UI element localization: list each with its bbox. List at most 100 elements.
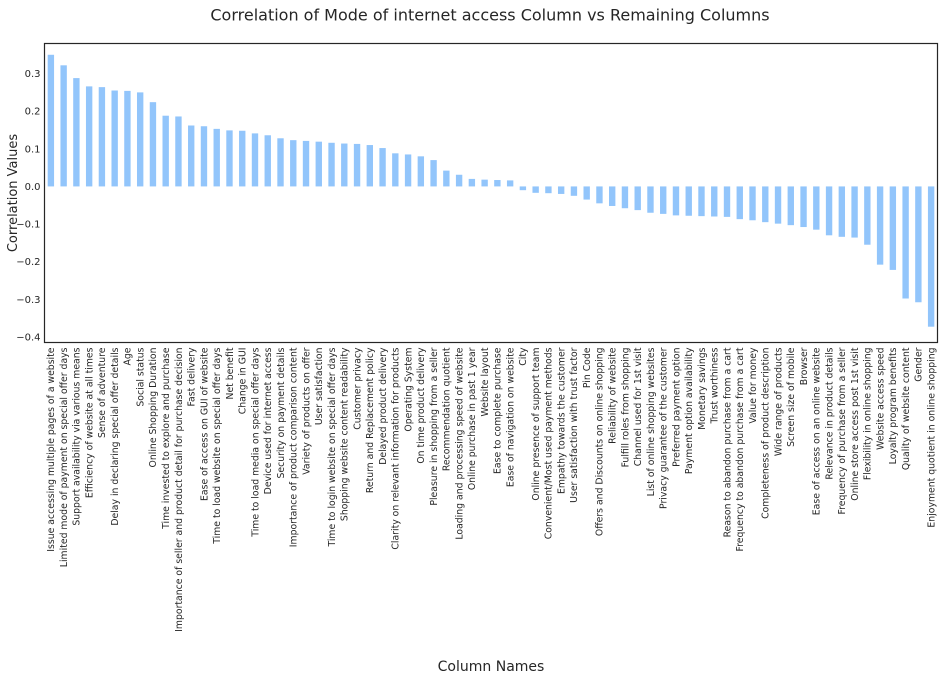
x-tick-label: Enjoyment quotient in online shopping bbox=[926, 347, 937, 527]
x-tick-label: Value for money bbox=[748, 347, 759, 424]
bar bbox=[570, 186, 578, 196]
bar bbox=[736, 186, 743, 220]
bar bbox=[800, 186, 807, 228]
x-tick-label: Pleasure in shopping from a seller bbox=[429, 347, 440, 505]
bar bbox=[876, 186, 884, 265]
bar bbox=[264, 135, 271, 187]
y-tick-label: −0.3 bbox=[16, 295, 40, 306]
bar bbox=[774, 186, 782, 224]
x-tick-label: Importance of product comparison content bbox=[289, 347, 300, 547]
x-tick-label: Reliability of website bbox=[607, 347, 618, 444]
x-tick-label: Change in GUI bbox=[238, 348, 249, 415]
y-tick-label: 0.0 bbox=[25, 182, 41, 193]
bar bbox=[609, 186, 616, 206]
x-tick-label: Time to login website on special offer d… bbox=[327, 347, 338, 547]
bar bbox=[111, 90, 118, 187]
y-axis: −0.4 −0.3 −0.2 −0.1 0.0 0.1 0.2 0.3 bbox=[16, 69, 40, 343]
bar bbox=[226, 130, 233, 187]
x-tick-label: User satisfaction with trust factor bbox=[569, 347, 580, 503]
x-tick-label: Return and Replacement policy bbox=[365, 347, 376, 493]
bar bbox=[73, 78, 80, 187]
x-tick-label: Wide range of products bbox=[773, 347, 784, 456]
x-tick-label: Time invested to explore and purchase bbox=[161, 347, 172, 530]
x-tick-label: Empathy towards the customer bbox=[556, 347, 567, 494]
x-tick-label: Sense of adventure bbox=[97, 347, 108, 438]
bar bbox=[660, 186, 667, 214]
x-tick-label: Social status bbox=[135, 347, 146, 406]
bar bbox=[927, 186, 935, 327]
bar bbox=[149, 102, 157, 187]
bar bbox=[315, 141, 322, 187]
bar bbox=[532, 186, 539, 193]
bar bbox=[392, 153, 399, 187]
x-tick-label: Completeness of product description bbox=[761, 347, 772, 518]
x-tick-label: Payment option availability bbox=[684, 347, 695, 474]
plot-area-frame bbox=[43, 42, 939, 344]
bar bbox=[596, 186, 603, 204]
bar bbox=[621, 186, 629, 209]
x-tick-label: Net benefit bbox=[225, 347, 236, 399]
x-tick-label: Channel used for 1st visit bbox=[633, 347, 644, 466]
x-tick-label: Loading and processing speed of website bbox=[454, 347, 465, 539]
x-tick-label: City bbox=[518, 347, 529, 366]
x-tick-label: Security on payment details bbox=[276, 347, 287, 478]
bar bbox=[430, 160, 437, 187]
x-tick-label: Fast delivery bbox=[187, 347, 198, 406]
bar bbox=[915, 186, 922, 303]
x-tick-label: Website layout bbox=[480, 347, 491, 416]
bar bbox=[583, 186, 590, 200]
bar bbox=[634, 186, 641, 211]
bar bbox=[481, 179, 488, 187]
bar bbox=[557, 186, 565, 194]
bar bbox=[341, 143, 348, 187]
x-tick-label: Online Shopping Duration bbox=[148, 347, 159, 467]
bar bbox=[698, 186, 705, 217]
bar bbox=[47, 54, 55, 187]
x-tick-label: Delayed product delivery bbox=[378, 347, 389, 465]
bar bbox=[889, 186, 897, 270]
x-tick-label: Operating System bbox=[403, 348, 414, 432]
x-tick-label: Flexibility in online shopping bbox=[863, 347, 874, 480]
bar bbox=[290, 140, 297, 187]
x-tick-label: Importance of seller and product detail … bbox=[174, 347, 185, 631]
x-tick-label: Ease of access on GUI of website bbox=[199, 347, 210, 501]
bar bbox=[328, 142, 335, 187]
bar bbox=[545, 186, 552, 194]
bar bbox=[60, 65, 67, 187]
bar bbox=[443, 170, 450, 187]
x-tick-label: Frequency of purchase from a seller bbox=[837, 347, 848, 514]
x-tick-label: Issue accessing multiple pages of a webs… bbox=[46, 347, 57, 551]
x-tick-label: Trust worthiness bbox=[710, 347, 721, 424]
x-tick-label: Support availability via various means bbox=[72, 347, 83, 525]
x-tick-label: Delay in declaring special offer details bbox=[110, 347, 121, 525]
y-tick-label: −0.1 bbox=[16, 220, 40, 231]
bars-layer bbox=[47, 54, 935, 327]
bar bbox=[162, 115, 169, 187]
bar bbox=[711, 186, 718, 217]
x-tick-label: On time product delivery bbox=[416, 347, 427, 464]
bar bbox=[136, 92, 144, 187]
y-axis-label: Correlation Values bbox=[6, 134, 21, 253]
y-tick-label: 0.1 bbox=[25, 144, 41, 155]
x-tick-label: List of online shopping websites bbox=[646, 347, 657, 496]
x-tick-label: Fulfill roles from shopping bbox=[620, 347, 631, 467]
x-tick-label: Device used for internet access bbox=[263, 347, 274, 494]
bar bbox=[647, 186, 654, 213]
bar bbox=[175, 116, 182, 187]
x-tick-label: Convenient/Most used payment methods bbox=[544, 347, 555, 539]
x-tick-label: Variety of products on offer bbox=[301, 347, 312, 474]
bar bbox=[379, 148, 386, 187]
bar bbox=[213, 128, 220, 187]
x-tick-label: Browser bbox=[799, 347, 810, 385]
y-tick-label: −0.4 bbox=[16, 332, 40, 343]
x-tick-label: Efficiency of website at all times bbox=[84, 347, 95, 498]
x-tick-label: Ease of access on an online website bbox=[812, 347, 823, 515]
y-tick-label: 0.2 bbox=[25, 107, 41, 118]
x-tick-label: Online store access post 1st visit bbox=[850, 347, 861, 501]
x-tick-label: Monetary savings bbox=[697, 347, 708, 429]
bar bbox=[277, 138, 284, 187]
bar bbox=[417, 156, 425, 187]
bar bbox=[838, 186, 846, 237]
bar bbox=[494, 180, 501, 187]
